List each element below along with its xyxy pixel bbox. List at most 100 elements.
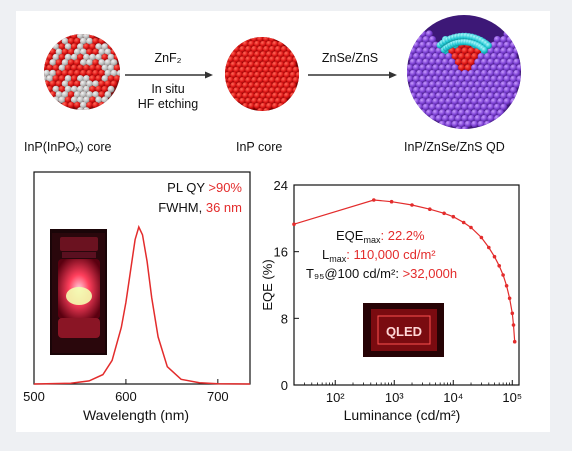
sphere-bead — [89, 53, 96, 61]
sphere-bead — [98, 101, 106, 109]
sphere-bead — [435, 92, 443, 100]
sphere-bead — [425, 109, 433, 117]
sphere-bead — [441, 58, 450, 66]
pl-qy-value: >90% — [208, 180, 242, 195]
sphere-bead — [480, 81, 488, 89]
sphere-bead — [477, 75, 485, 83]
sphere-bead — [70, 53, 78, 61]
sphere-bead — [236, 92, 243, 99]
sphere-bead — [458, 75, 466, 83]
sphere-bead — [274, 76, 282, 84]
sphere-bead — [46, 64, 54, 72]
sphere-bead — [493, 92, 501, 100]
sphere-bead — [474, 114, 482, 123]
sphere-bead — [441, 81, 450, 89]
sphere-bead — [64, 96, 72, 104]
sphere-bead — [509, 75, 518, 83]
sphere-bead — [454, 92, 463, 100]
sphere-bead — [107, 85, 115, 93]
sphere-bead — [253, 102, 261, 110]
sphere-bead — [77, 107, 84, 110]
sphere-bead — [484, 75, 492, 83]
sphere-bead — [422, 58, 430, 66]
sphere-bead — [438, 98, 446, 106]
sphere-bead — [445, 120, 453, 128]
sphere-bead — [477, 98, 485, 106]
sphere-bead — [467, 92, 475, 100]
sphere-bead — [268, 97, 276, 105]
sphere-bead — [61, 101, 69, 109]
sphere-bead — [49, 80, 57, 88]
sphere-bead — [412, 64, 420, 72]
eqe-y-tick-label: 24 — [274, 178, 288, 193]
sphere-bead — [500, 103, 508, 111]
sphere-bead — [412, 86, 420, 94]
sphere-bead — [490, 64, 498, 72]
sphere-bead — [242, 92, 249, 99]
eqe-y-tick-label: 0 — [281, 378, 288, 393]
sphere-bead — [454, 114, 463, 123]
sphere-inp-core — [225, 37, 299, 111]
sphere-bead — [265, 102, 273, 110]
eqe-data-point — [442, 211, 446, 216]
sphere-bead — [497, 52, 505, 61]
sphere-bead — [438, 86, 446, 94]
sphere-bead — [239, 56, 246, 63]
eqe-x-tick-label: 10⁴ — [443, 390, 463, 405]
eqe-data-point — [451, 214, 456, 219]
sphere-bead — [412, 52, 420, 61]
sphere-bead — [487, 92, 495, 100]
sphere-bead — [77, 53, 84, 61]
sphere-bead — [458, 86, 466, 94]
sphere-bead — [73, 91, 81, 98]
sphere-bead — [55, 59, 63, 66]
sphere-bead — [503, 75, 511, 83]
sphere-bead — [480, 58, 488, 66]
sphere-bead — [61, 37, 69, 45]
sphere-bead — [260, 82, 267, 89]
sphere-bead — [464, 64, 472, 72]
sphere-bead — [503, 98, 511, 106]
sphere-bead — [454, 126, 463, 129]
sphere-bead — [283, 92, 291, 99]
sphere-bead — [70, 85, 78, 93]
sphere-bead — [445, 52, 453, 61]
sphere-bead — [260, 40, 267, 48]
sphere-bead — [260, 71, 267, 79]
sphere-bead — [245, 87, 252, 94]
sphere-bead — [67, 91, 75, 98]
eqe-x-tick-label: 10⁵ — [502, 390, 522, 405]
sphere-bead — [500, 36, 508, 44]
lmax-value: : 110,000 cd/m² — [346, 247, 436, 262]
sphere-bead — [98, 91, 106, 98]
sphere-bead — [493, 58, 501, 66]
sphere-bead — [448, 69, 456, 77]
sphere-bead — [441, 92, 450, 100]
sphere-bead — [477, 109, 485, 117]
sphere-bead — [89, 64, 96, 72]
sphere-bead — [490, 98, 498, 106]
sphere-bead — [263, 76, 270, 84]
sphere-bead — [95, 53, 103, 61]
sphere-bead — [435, 114, 443, 123]
sphere-bead — [77, 34, 84, 40]
sphere-bead — [419, 86, 427, 94]
sphere-bead — [257, 87, 264, 94]
sphere-bead — [77, 75, 84, 82]
sphere-bead — [86, 37, 93, 45]
sphere-bead — [70, 64, 78, 72]
sphere-bead — [292, 76, 299, 84]
sphere-bead — [497, 98, 505, 106]
sphere-bead — [271, 51, 279, 58]
sphere-bead — [419, 41, 427, 49]
sphere-bead — [92, 69, 100, 77]
sphere-bead — [474, 92, 482, 100]
arrow1-bottom-line2: HF etching — [138, 97, 198, 111]
sphere-bead — [95, 75, 103, 82]
sphere-bead — [503, 86, 511, 94]
sphere-bead — [98, 48, 106, 56]
eqe-x-tick-label: 10³ — [385, 390, 404, 405]
sphere-bead — [248, 82, 255, 89]
sphere-bead — [454, 58, 463, 66]
